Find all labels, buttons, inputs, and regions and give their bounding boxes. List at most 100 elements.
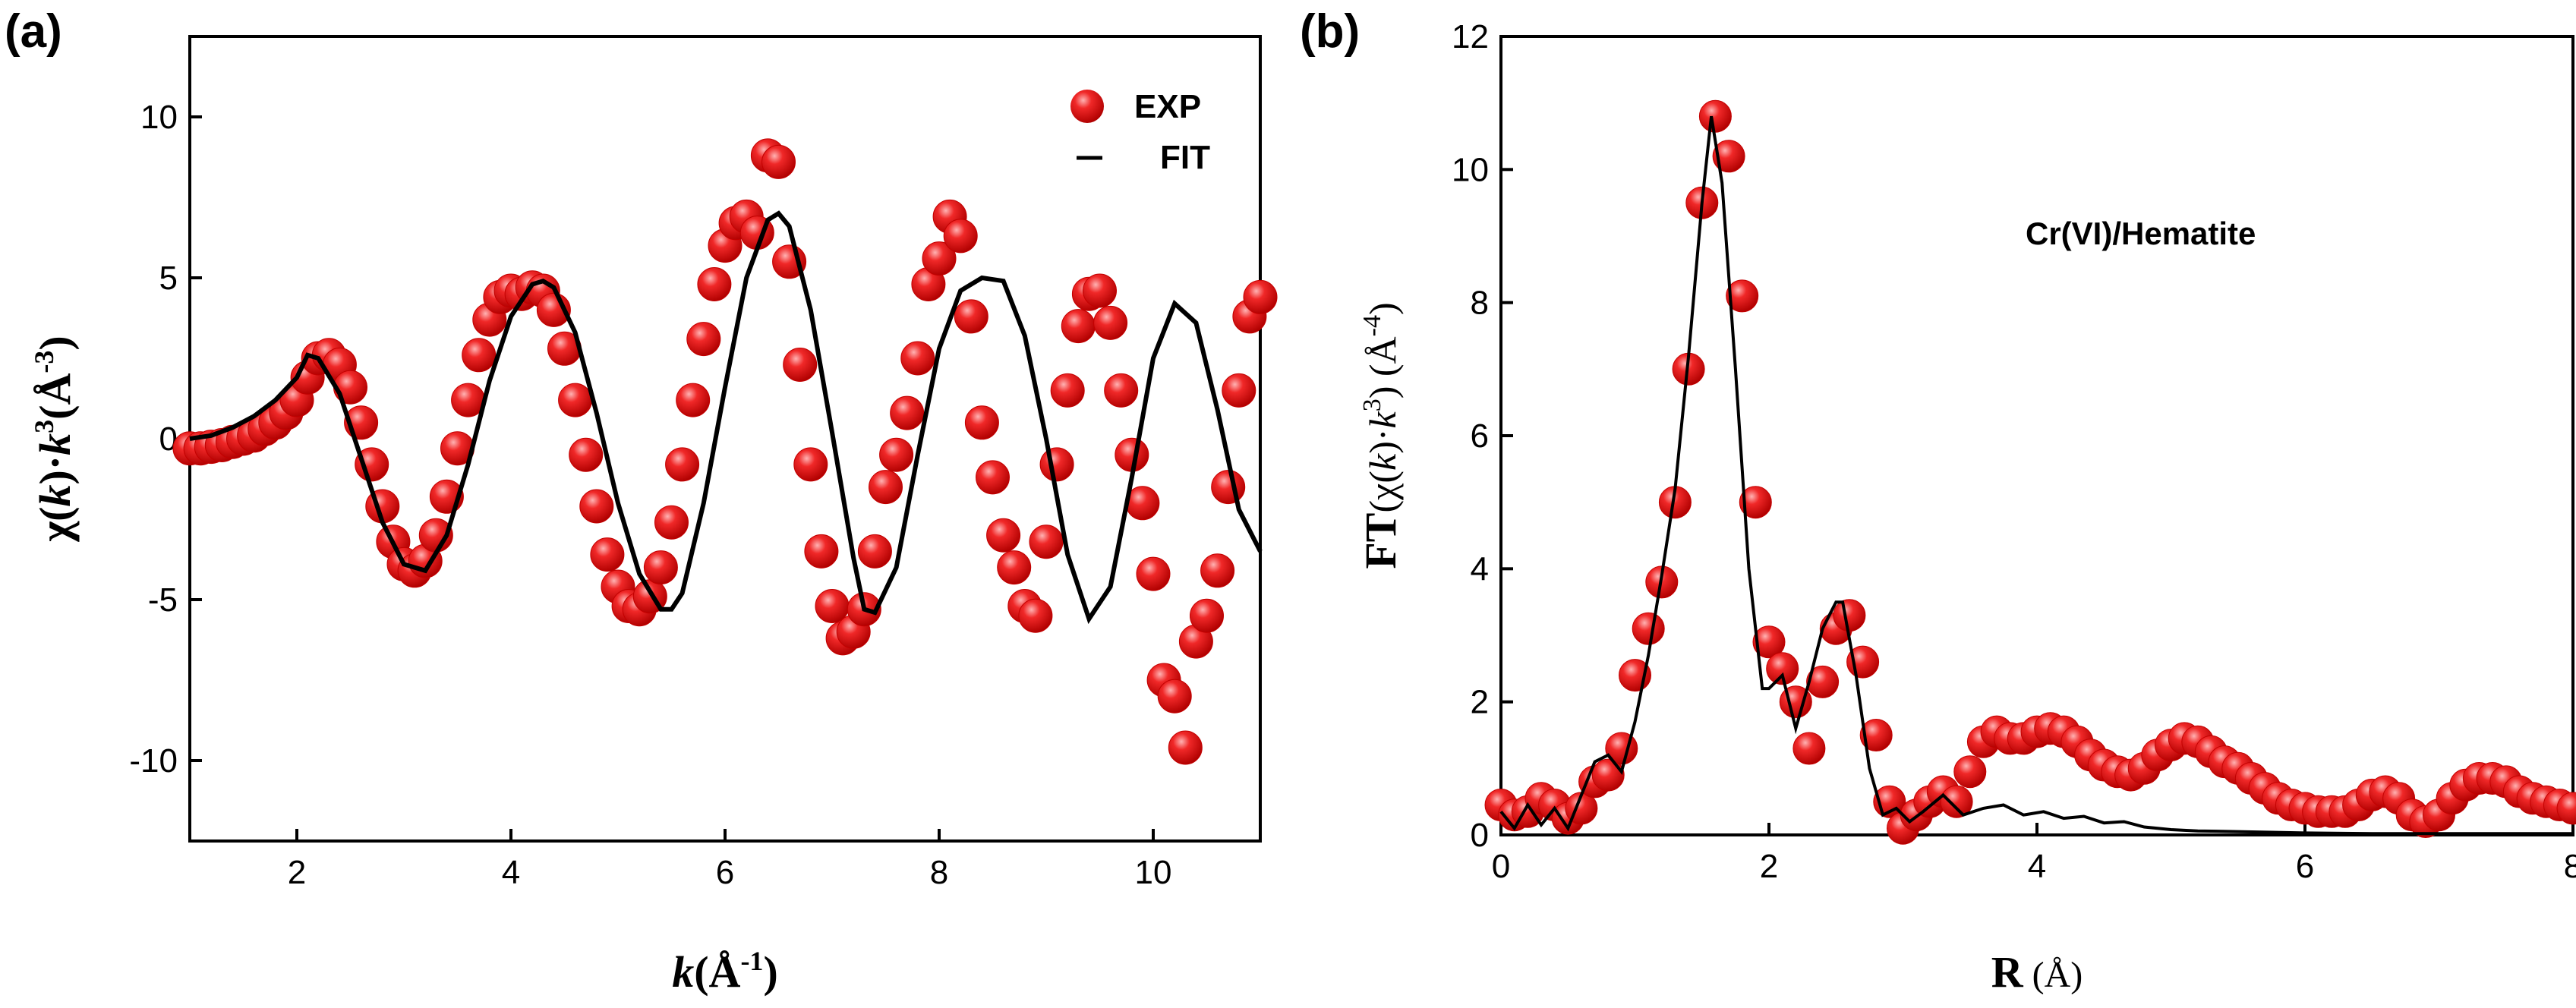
panel-b-annotation: Cr(VI)/Hematite — [2026, 216, 2256, 251]
panel-a-fit-line — [189, 210, 1263, 625]
y-tick-label: 10 — [1452, 151, 1489, 188]
exp-data-point — [1190, 598, 1224, 633]
x-tick-label: 4 — [502, 854, 520, 891]
exp-data-point — [761, 144, 796, 179]
panel-a-x-axis-title: k(Å-1) — [672, 946, 778, 997]
exp-data-point — [783, 348, 818, 382]
x-tick-label: 6 — [716, 854, 734, 891]
y-tick-label: 2 — [1471, 684, 1489, 721]
x-tick-label: 6 — [2296, 848, 2314, 885]
exp-data-point — [1018, 598, 1053, 633]
exp-data-point — [1168, 730, 1203, 765]
panel-b-ticks — [1499, 35, 2574, 836]
x-tick-label: 2 — [1760, 848, 1778, 885]
exp-data-point — [1859, 719, 1893, 751]
exp-data-point — [676, 383, 711, 417]
exp-data-point — [879, 437, 914, 472]
y-tick-label: 8 — [1471, 285, 1489, 322]
exp-data-point — [1050, 373, 1085, 408]
x-tick-label: 10 — [1135, 854, 1172, 891]
exp-data-point — [569, 437, 604, 472]
panel-a-label: (a) — [5, 5, 62, 58]
exp-data-point — [890, 395, 925, 430]
exp-data-point — [1698, 99, 1732, 133]
exp-data-point — [857, 534, 892, 569]
y-tick-label: -5 — [148, 581, 178, 619]
exp-data-point — [1211, 470, 1246, 505]
panel-b-fit-line — [1499, 115, 2573, 836]
y-tick-label: 6 — [1471, 417, 1489, 455]
exp-data-point — [1806, 665, 1840, 698]
exp-data-point — [697, 267, 732, 301]
exp-data-point — [986, 518, 1021, 553]
legend-exp-marker — [1070, 90, 1104, 123]
exp-data-point — [1093, 305, 1128, 340]
panel-b-y-axis-title: FT(χ(k)·k3) (Å-4) — [1356, 302, 1405, 569]
exp-data-point — [1833, 599, 1866, 632]
exp-data-point — [1104, 373, 1139, 408]
y-tick-label: 12 — [1452, 18, 1489, 55]
exp-data-point — [2556, 792, 2576, 825]
panel-b-tick-labels: 0 2 4 6 8 0 2 4 6 8 10 12 — [1452, 18, 2576, 885]
y-tick-label: -10 — [129, 742, 178, 780]
exp-data-point — [558, 383, 593, 417]
exp-data-point — [964, 405, 999, 440]
exp-data-point — [1712, 140, 1745, 173]
y-tick-label: 4 — [1471, 550, 1489, 587]
exp-data-point — [1157, 679, 1192, 713]
x-tick-label: 4 — [2028, 848, 2046, 885]
exp-data-point — [1243, 279, 1278, 314]
exp-data-point — [804, 534, 839, 569]
exp-data-point — [1752, 625, 1786, 659]
exp-data-point — [333, 370, 367, 405]
exp-data-point — [1029, 524, 1064, 559]
exp-data-point — [997, 550, 1032, 585]
exp-data-point — [1061, 309, 1096, 344]
exp-data-point — [665, 447, 700, 482]
exp-data-point — [355, 447, 389, 482]
x-tick-label: 2 — [288, 854, 306, 891]
exp-data-point — [1136, 556, 1171, 591]
exp-data-point — [1792, 732, 1826, 765]
exp-data-point — [654, 505, 689, 540]
legend-fit-label: FIT — [1160, 139, 1210, 176]
exp-data-point — [579, 489, 614, 524]
panel-b-x-axis-title: R (Å) — [1991, 947, 2083, 997]
exp-data-point — [954, 299, 988, 334]
exp-data-point — [1632, 612, 1665, 645]
panel-a-exp-series — [172, 138, 1278, 765]
panel-b-label: (b) — [1300, 5, 1360, 58]
exp-data-point — [1222, 373, 1256, 408]
x-tick-label: 8 — [930, 854, 948, 891]
exp-data-point — [943, 219, 978, 254]
exp-data-point — [1200, 553, 1235, 588]
exp-data-point — [900, 341, 935, 376]
exp-data-point — [1940, 785, 1973, 818]
y-tick-label: 5 — [159, 260, 178, 297]
exp-data-point — [1766, 652, 1799, 685]
exp-data-point — [462, 338, 497, 373]
panel-a-y-axis-title: χ(k)·k3(Å-3) — [29, 335, 80, 542]
panel-b-frame — [1499, 35, 2574, 836]
exp-data-point — [590, 537, 625, 572]
panel-b: (b) 0 2 4 6 8 0 2 4 6 8 10 12 Cr(VI)/Hematite R (Å)… — [1300, 5, 2576, 997]
exp-data-point — [1039, 447, 1074, 482]
panel-b-exp-series — [1484, 99, 2576, 845]
exp-data-point — [643, 550, 678, 585]
exp-data-point — [869, 470, 903, 505]
panel-a-legend: EXP FIT — [1070, 88, 1210, 176]
y-tick-label: 10 — [140, 99, 178, 136]
exp-data-point — [1726, 279, 1759, 313]
exp-data-point — [922, 241, 957, 276]
exp-data-point — [686, 322, 721, 357]
legend-exp-label: EXP — [1134, 88, 1201, 125]
exp-data-point — [793, 447, 828, 482]
exp-data-point — [976, 460, 1010, 495]
x-tick-label: 0 — [1492, 848, 1510, 885]
exp-data-point — [1083, 273, 1117, 308]
y-tick-label: 0 — [1471, 817, 1489, 854]
exp-data-point — [1739, 486, 1772, 519]
